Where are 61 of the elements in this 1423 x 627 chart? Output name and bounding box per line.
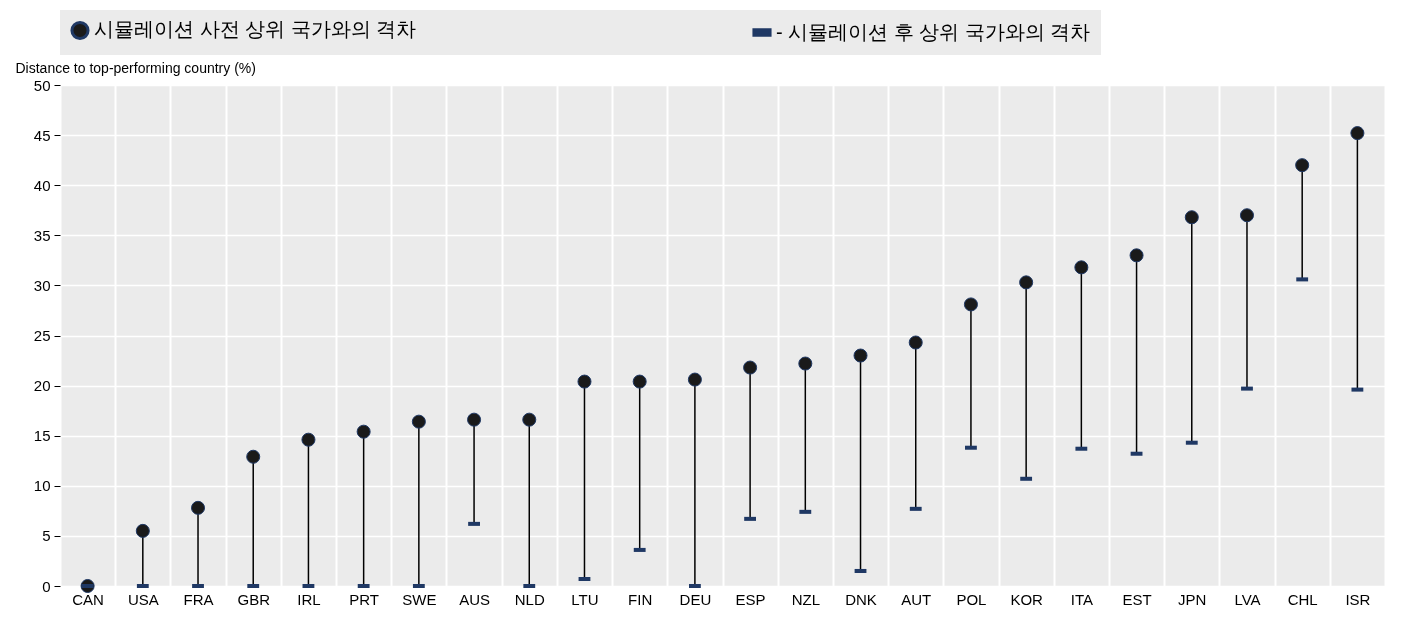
y-axis-title: Distance to top-performing country (%) [15,59,256,76]
x-tick-label: NZL [791,590,820,608]
x-tick-label: KOR [1010,590,1044,608]
x-tick-label: EST [1122,590,1152,608]
x-tick-label: JPN [1178,590,1207,608]
x-tick-label: IRL [297,590,321,608]
y-tick-label: 0 [42,577,51,595]
point [1350,126,1365,141]
y-tick-label: 30 [33,276,51,294]
y-tick-label: 50 [33,76,51,94]
x-tick-label: ITA [1070,590,1093,608]
point [301,432,316,447]
y-tick-label: 15 [33,427,51,445]
x-tick-label: POL [956,590,987,608]
point [853,348,868,363]
x-tick-label: ESP [735,590,766,608]
point [1019,275,1034,290]
point [1295,158,1310,173]
point [135,523,150,538]
point [191,500,206,515]
x-tick-label: GBR [237,590,271,608]
point [798,356,813,371]
x-tick-label: FIN [628,590,653,608]
point [1074,260,1089,275]
x-tick-label: USA [127,590,159,608]
point [1184,210,1199,225]
point [1239,208,1254,223]
point [356,424,371,439]
x-tick-label: DNK [845,590,877,608]
y-tick-label: 45 [33,126,51,144]
point [687,372,702,387]
y-tick-label: 20 [33,377,51,395]
y-tick-label: 35 [33,226,51,244]
point [522,412,537,427]
point [908,335,923,350]
y-tick-label: 10 [33,477,51,495]
x-tick-label: CHL [1287,590,1318,608]
point [246,449,261,464]
x-tick-label: PRT [349,590,380,608]
x-tick-label: CAN [72,590,104,608]
point [411,414,426,429]
x-tick-label: ISR [1345,590,1371,608]
x-tick-label: AUS [459,590,490,608]
point [467,412,482,427]
y-tick-label: 5 [42,527,51,545]
x-tick-label: FRA [183,590,214,608]
x-tick-label: SWE [402,590,437,608]
point [577,374,592,389]
legend-label: 시뮬레이션 사전 상위 국가와의 격차 [94,18,417,41]
point [1129,248,1144,263]
point [632,374,647,389]
x-tick-label: AUT [901,590,932,608]
x-tick-label: LVA [1234,590,1261,608]
point [743,360,758,375]
point [963,297,978,312]
x-tick-label: DEU [679,590,712,608]
legend-label: - 시뮬레이션 후 상위 국가와의 격차 [776,20,1091,43]
y-tick-label: 40 [33,176,51,194]
x-tick-label: LTU [571,590,599,608]
x-tick-label: NLD [514,590,545,608]
y-tick-label: 25 [33,327,51,344]
